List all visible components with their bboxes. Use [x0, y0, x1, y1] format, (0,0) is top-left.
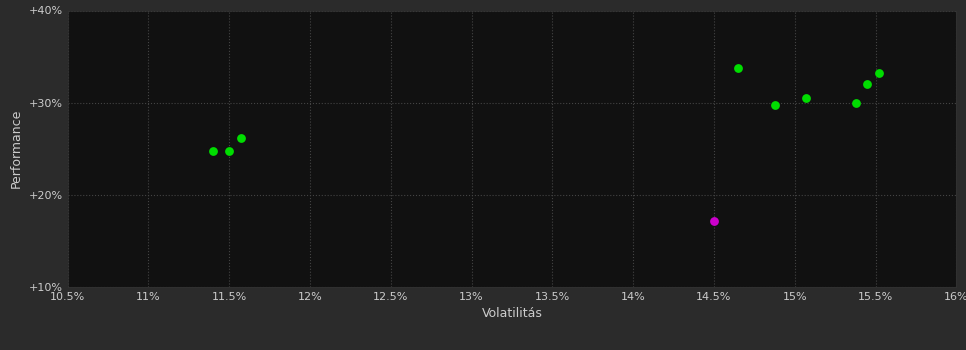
X-axis label: Volatilitás: Volatilitás: [481, 307, 543, 320]
Point: [221, 148, 237, 153]
Point: [706, 218, 722, 223]
Point: [848, 100, 864, 105]
Point: [798, 95, 813, 101]
Point: [768, 102, 783, 107]
Point: [860, 82, 875, 87]
Point: [871, 70, 887, 76]
Point: [730, 65, 746, 70]
Point: [206, 148, 221, 153]
Point: [233, 135, 248, 140]
Y-axis label: Performance: Performance: [10, 109, 23, 188]
